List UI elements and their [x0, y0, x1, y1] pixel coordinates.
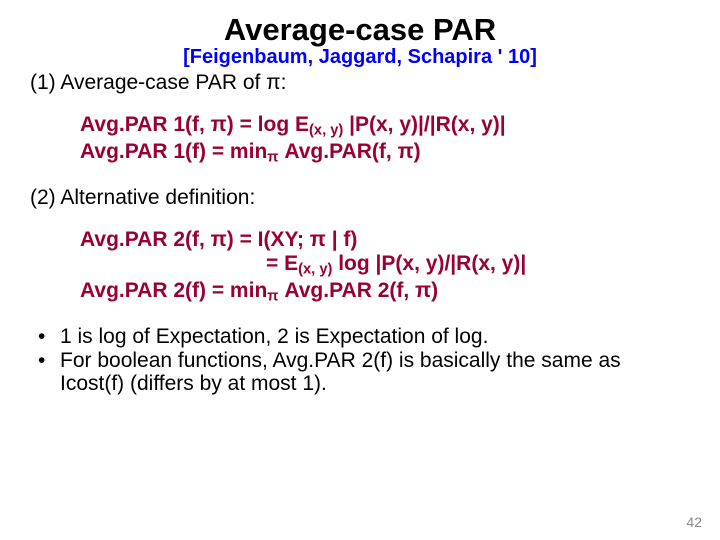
formula-text: Avg.PAR 2(f, π) [279, 279, 439, 302]
slide-title: Average-case PAR [30, 12, 690, 48]
formula-subscript: π [267, 149, 278, 165]
section-2-heading: (2) Alternative definition: [30, 186, 690, 210]
formula-text: Avg.PAR 1(f) = min [80, 140, 267, 163]
bullet-text: 1 is log of Expectation, 2 is Expectatio… [60, 325, 488, 348]
slide-number: 42 [686, 514, 702, 530]
list-item: • For boolean functions, Avg.PAR 2(f) is… [38, 349, 690, 395]
formula-text: |P(x, y)|/|R(x, y)| [343, 113, 505, 136]
formula-subscript: (x, y) [309, 123, 343, 139]
formula-2-line-3: Avg.PAR 2(f) = minπ Avg.PAR 2(f, π) [80, 279, 690, 306]
formula-1-line-1: Avg.PAR 1(f, π) = log E(x, y) |P(x, y)|/… [80, 113, 690, 140]
slide-subtitle: [Feigenbaum, Jaggard, Schapira ' 10] [30, 46, 690, 69]
formula-block-1: Avg.PAR 1(f, π) = log E(x, y) |P(x, y)|/… [80, 113, 690, 166]
bullet-list: • 1 is log of Expectation, 2 is Expectat… [38, 325, 690, 394]
formula-2-line-2: = E(x, y) log |P(x, y)/|R(x, y)| [80, 252, 690, 279]
section-1-heading: (1) Average-case PAR of π: [30, 71, 690, 95]
bullet-dot-icon: • [38, 325, 60, 348]
formula-text: log |P(x, y)/|R(x, y)| [332, 252, 526, 275]
formula-block-2: Avg.PAR 2(f, π) = I(XY; π | f) = E(x, y)… [80, 228, 690, 305]
formula-1-line-2: Avg.PAR 1(f) = minπ Avg.PAR(f, π) [80, 140, 690, 167]
formula-text: Avg.PAR 2(f) = min [80, 279, 267, 302]
bullet-dot-icon: • [38, 349, 60, 395]
formula-text: Avg.PAR 1(f, π) = log E [80, 113, 309, 136]
bullet-text: For boolean functions, Avg.PAR 2(f) is b… [60, 349, 690, 395]
formula-text: = E [266, 252, 298, 275]
formula-text: Avg.PAR(f, π) [279, 140, 421, 163]
list-item: • 1 is log of Expectation, 2 is Expectat… [38, 325, 690, 348]
formula-2-line-1: Avg.PAR 2(f, π) = I(XY; π | f) [80, 228, 690, 252]
formula-subscript: (x, y) [298, 262, 332, 278]
formula-subscript: π [267, 289, 278, 305]
